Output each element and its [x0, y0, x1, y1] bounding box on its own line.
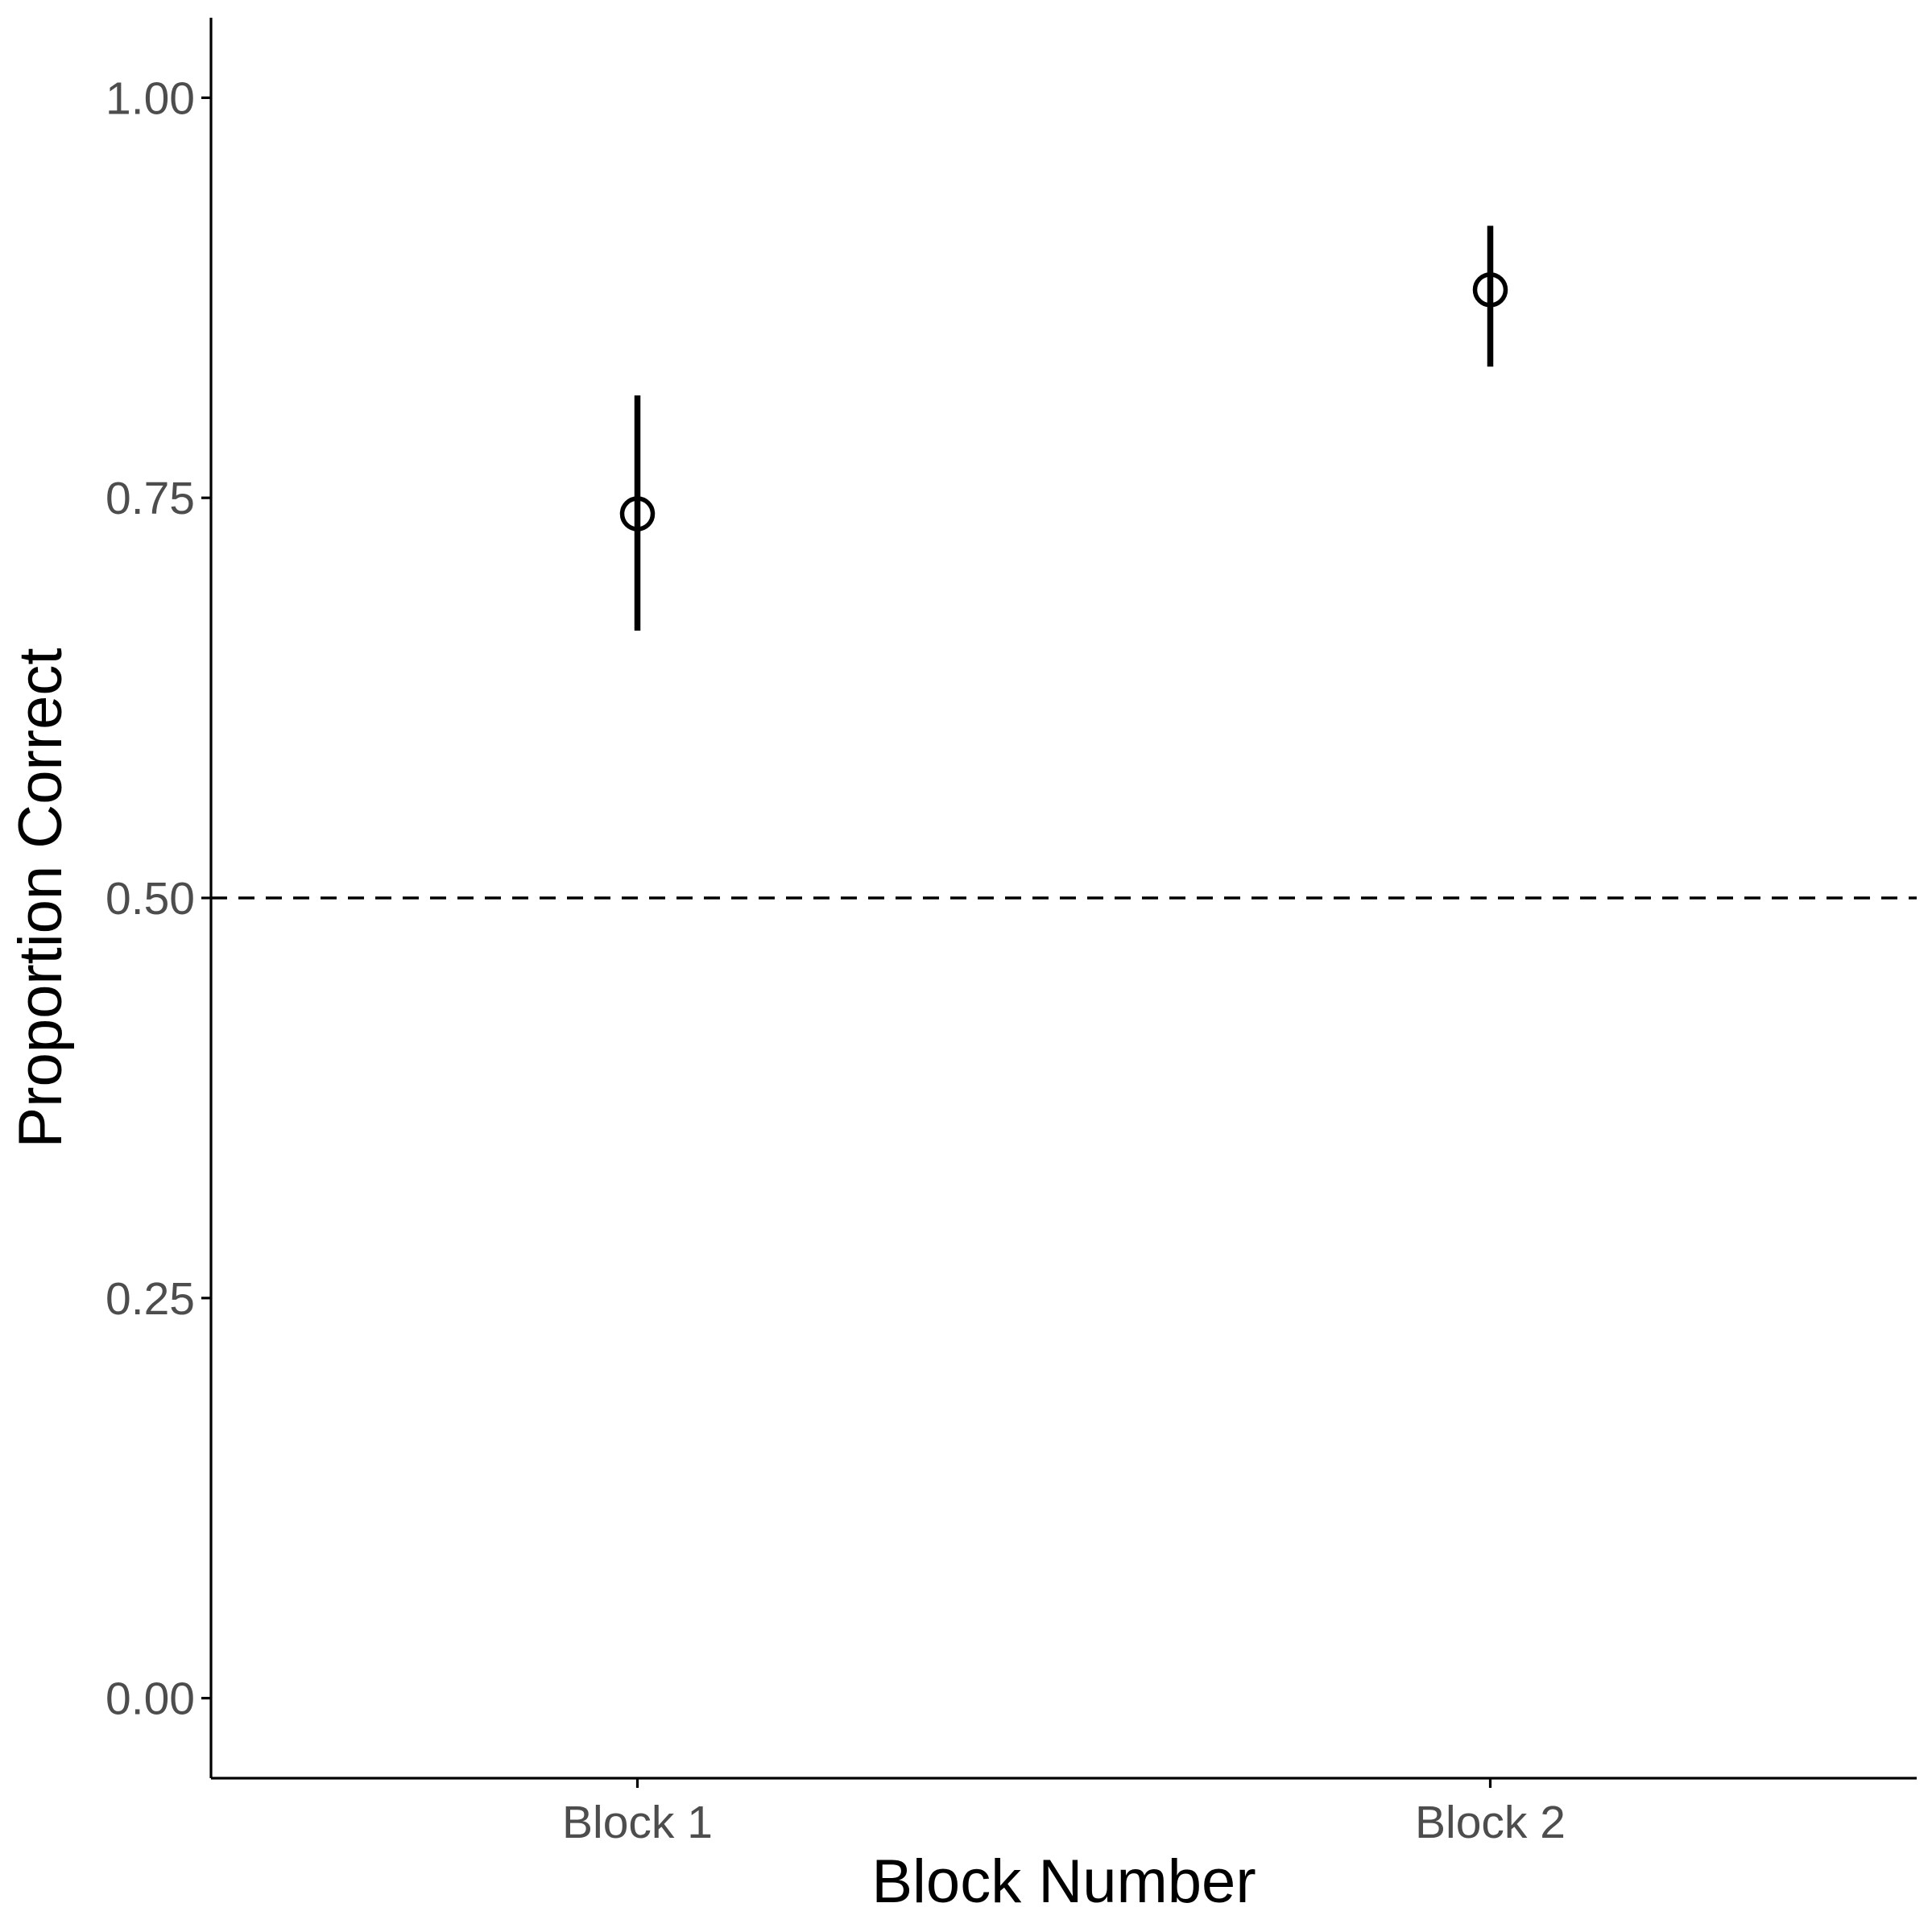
plot-area [211, 225, 1917, 900]
y-tick-label: 0.25 [105, 1273, 195, 1325]
x-tick-label: Block 1 [562, 1797, 713, 1848]
data-point [1472, 272, 1508, 308]
y-axis-ticks: 0.00 0.25 0.50 0.75 1.00 [105, 72, 211, 1725]
y-tick-label: 0.00 [105, 1673, 195, 1725]
x-axis-ticks: Block 1 Block 2 [562, 1778, 1566, 1848]
y-axis-title: Proportion Correct [6, 648, 75, 1148]
y-tick-label: 1.00 [105, 72, 195, 124]
x-axis-title: Block Number [871, 1847, 1256, 1916]
x-tick-label: Block 2 [1415, 1797, 1566, 1848]
y-tick-label: 0.75 [105, 473, 195, 524]
y-tick-label: 0.50 [105, 873, 195, 925]
data-point [619, 496, 656, 532]
